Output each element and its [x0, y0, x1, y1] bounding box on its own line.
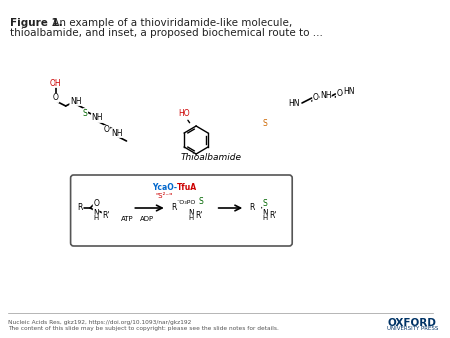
Text: O: O: [93, 198, 99, 208]
Text: N: N: [189, 209, 194, 217]
Text: thioalbamide, and inset, a proposed biochemical route to ...: thioalbamide, and inset, a proposed bioc…: [10, 28, 323, 38]
Text: HO: HO: [179, 110, 190, 119]
Text: O: O: [104, 125, 110, 135]
Text: H: H: [262, 215, 267, 221]
Text: R: R: [249, 203, 255, 213]
Text: UNIVERSITY PRESS: UNIVERSITY PRESS: [387, 326, 439, 331]
Text: R: R: [171, 203, 176, 213]
Text: An example of a thioviridamide-like molecule,: An example of a thioviridamide-like mole…: [49, 18, 292, 28]
Text: NH: NH: [111, 128, 122, 138]
Text: Thioalbamide: Thioalbamide: [180, 153, 241, 162]
Text: N: N: [262, 209, 268, 217]
Text: R': R': [102, 211, 110, 219]
Text: OH: OH: [50, 78, 62, 88]
Text: Nucleic Acids Res, gkz192, https://doi.org/10.1093/nar/gkz192: Nucleic Acids Res, gkz192, https://doi.o…: [8, 320, 191, 325]
Text: "S²⁻": "S²⁻": [155, 193, 172, 199]
Text: ATP: ATP: [121, 216, 134, 222]
Text: S: S: [262, 198, 267, 208]
Text: S: S: [83, 108, 88, 118]
Text: HN: HN: [343, 88, 355, 97]
FancyBboxPatch shape: [71, 175, 292, 246]
Text: O: O: [336, 90, 342, 98]
Text: The content of this slide may be subject to copyright: please see the slide note: The content of this slide may be subject…: [8, 326, 279, 331]
Text: HN: HN: [288, 98, 300, 107]
Text: NH: NH: [91, 114, 103, 122]
Text: NH: NH: [320, 92, 331, 100]
Text: YcaO-: YcaO-: [152, 183, 177, 192]
Text: ADP: ADP: [140, 216, 154, 222]
Text: N: N: [93, 209, 99, 217]
Text: O: O: [313, 94, 319, 102]
Text: H: H: [189, 215, 194, 221]
Text: OXFORD: OXFORD: [387, 318, 436, 328]
Text: H: H: [94, 215, 99, 221]
Text: ⁻O₃PO: ⁻O₃PO: [176, 200, 196, 206]
Text: Figure 1.: Figure 1.: [10, 18, 63, 28]
Text: R': R': [269, 211, 276, 219]
Text: O: O: [53, 94, 59, 102]
Text: NH: NH: [70, 97, 81, 105]
Text: S: S: [198, 196, 203, 206]
Text: TfuA: TfuA: [176, 183, 197, 192]
Text: R': R': [195, 211, 203, 219]
Text: S: S: [262, 119, 267, 127]
Text: R: R: [78, 203, 83, 213]
